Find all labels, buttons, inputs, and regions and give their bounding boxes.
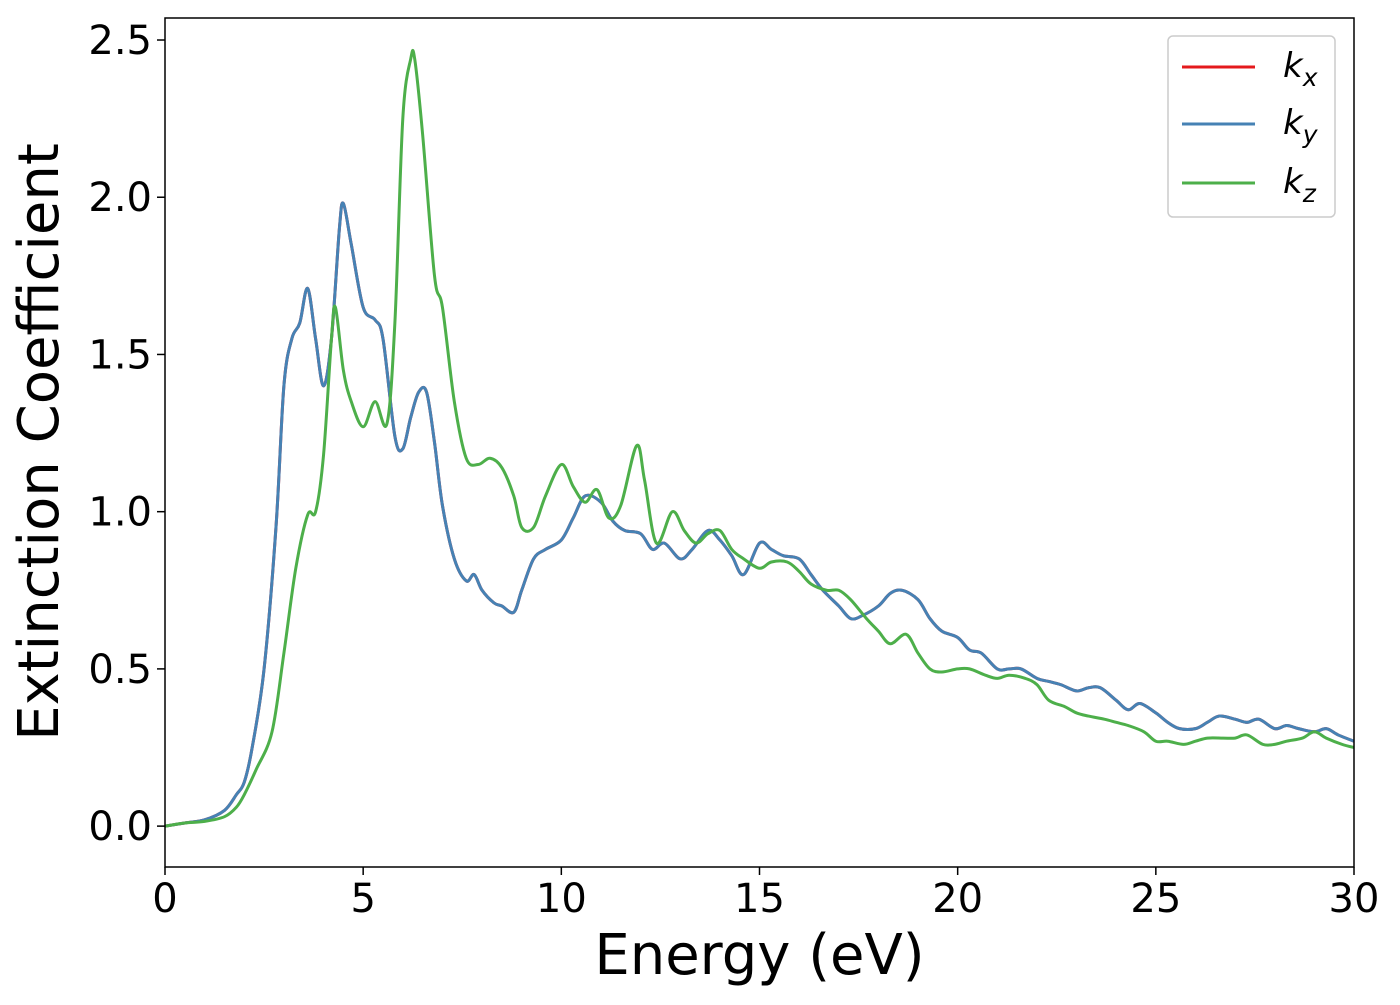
series-line-x	[165, 201, 1354, 828]
y-axis-ticks: 0.0 0.5 1.0 1.5 2.0 2.5	[88, 18, 165, 850]
y-axis-title: Extinction Coefficient	[7, 143, 72, 741]
legend-label-z: kz	[1283, 162, 1317, 208]
legend-label-subscript: x	[1302, 63, 1318, 92]
x-tick-label: 20	[932, 876, 983, 922]
x-tick-label: 0	[152, 876, 177, 922]
y-tick-label: 1.0	[88, 490, 152, 536]
legend-label-y: ky	[1283, 103, 1319, 149]
series-line-y	[165, 201, 1354, 828]
series-line-z	[165, 48, 1354, 828]
x-tick-label: 5	[350, 876, 375, 922]
legend-frame	[1167, 35, 1336, 218]
legend-entry-y: ky	[1182, 103, 1319, 149]
legend-label-main: k	[1283, 162, 1304, 202]
y-tick-label: 0.5	[88, 647, 152, 693]
x-axis-title: Energy (eV)	[594, 923, 924, 988]
x-tick-label: 15	[734, 876, 785, 922]
x-axis-ticks: 0 5 10 15 20 25 30	[152, 867, 1379, 922]
x-tick-label: 30	[1329, 876, 1380, 922]
y-tick-label: 2.5	[88, 18, 152, 64]
legend-label-main: k	[1283, 46, 1304, 86]
legend-label-subscript: y	[1302, 120, 1319, 149]
legend-entry-z: kz	[1182, 162, 1317, 208]
legend-label-x: kx	[1283, 46, 1318, 92]
legend-entry-x: kx	[1182, 46, 1318, 92]
series-layer	[165, 48, 1354, 828]
y-tick-label: 2.0	[88, 175, 152, 221]
legend-label-main: k	[1283, 103, 1304, 143]
y-tick-label: 0.0	[88, 804, 152, 850]
x-tick-label: 10	[536, 876, 587, 922]
y-tick-label: 1.5	[88, 332, 152, 378]
x-tick-label: 25	[1130, 876, 1181, 922]
legend-label-subscript: z	[1302, 179, 1317, 208]
